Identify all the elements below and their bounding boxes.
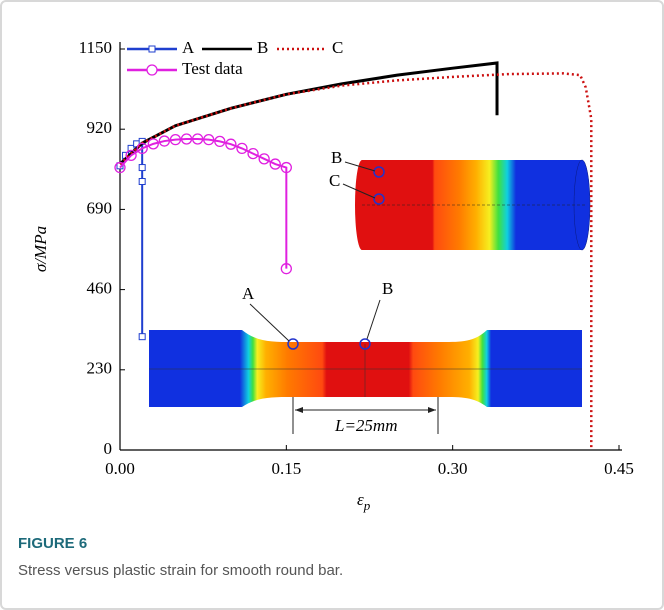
series-line [120, 63, 497, 164]
legend-label: A [182, 38, 195, 57]
marker [139, 179, 145, 185]
x-tick-label: 0.15 [271, 459, 301, 478]
x-tick-label: 0.45 [604, 459, 634, 478]
y-tick-label: 460 [87, 279, 113, 298]
annotation: C [329, 171, 340, 190]
specimen-inset [149, 300, 582, 434]
figure: A B B C L=25mm σ/MPa εp 0 230 460 690 920 115… [0, 0, 664, 610]
annotation: B [382, 279, 393, 298]
y-tick-label: 920 [87, 118, 113, 137]
annotation: B [331, 148, 342, 167]
caption-text: Stress versus plastic strain for smooth … [18, 562, 343, 579]
marker [139, 334, 145, 340]
annotation: L=25mm [334, 416, 397, 435]
chart: A B B C L=25mm σ/MPa εp 0 230 460 690 920 115… [2, 2, 662, 522]
marker [139, 165, 145, 171]
y-tick-label: 1150 [79, 38, 112, 57]
series-line [120, 139, 286, 269]
legend-marker [147, 65, 157, 75]
caption-label: FIGURE 6 [18, 535, 87, 552]
x-axis-label: εp [357, 490, 371, 513]
annotation: A [242, 284, 255, 303]
legend-label: C [332, 38, 343, 57]
y-tick-label: 0 [104, 439, 113, 458]
legend-label: B [257, 38, 268, 57]
x-label-sub: p [363, 498, 371, 513]
x-tick-label: 0.30 [438, 459, 468, 478]
x-tick-label: 0.00 [105, 459, 135, 478]
y-axis-label: σ/MPa [31, 226, 50, 272]
cylinder-inset [343, 160, 590, 250]
y-tick-label: 690 [87, 198, 113, 217]
legend-marker [149, 46, 155, 52]
legend-label: Test data [182, 59, 243, 78]
y-tick-label: 230 [87, 359, 113, 378]
